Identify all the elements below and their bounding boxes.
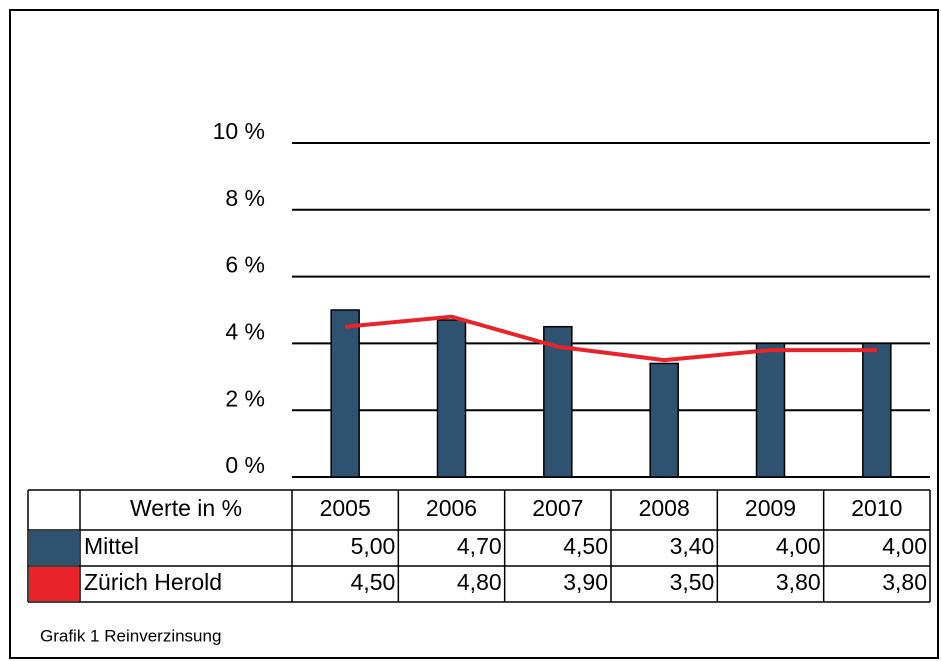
- x-tick-label: 2007: [532, 495, 583, 521]
- legend-label: Mittel: [84, 533, 139, 559]
- value-label: 4,70: [457, 533, 502, 559]
- legend-swatch: [29, 567, 79, 601]
- bar: [649, 362, 679, 478]
- x-tick-label: 2008: [639, 495, 690, 521]
- y-tick-label: 2 %: [225, 385, 265, 411]
- legend-label: Zürich Herold: [84, 569, 222, 595]
- y-tick-label: 4 %: [225, 318, 265, 344]
- value-label: 4,00: [882, 533, 927, 559]
- x-tick-label: 2010: [851, 495, 902, 521]
- bar: [543, 325, 573, 478]
- y-tick-label: 8 %: [225, 185, 265, 211]
- table-header: Werte in %: [130, 495, 242, 521]
- bar: [862, 342, 892, 478]
- legend-swatch: [29, 531, 79, 565]
- frame: [9, 9, 939, 659]
- value-label: 3,90: [563, 569, 608, 595]
- value-label: 4,00: [776, 533, 821, 559]
- value-label: 4,50: [563, 533, 608, 559]
- line: [344, 314, 877, 363]
- value-label: 4,50: [351, 569, 396, 595]
- value-label: 3,40: [670, 533, 715, 559]
- value-label: 3,50: [670, 569, 715, 595]
- caption: Grafik 1 Reinverzinsung: [40, 626, 221, 645]
- y-tick-label: 6 %: [225, 252, 265, 278]
- x-tick-label: 2005: [320, 495, 371, 521]
- x-tick-label: 2009: [745, 495, 796, 521]
- bar: [330, 309, 360, 478]
- bar: [755, 342, 786, 478]
- value-label: 3,80: [776, 569, 821, 595]
- y-tick-label: 0 %: [225, 452, 265, 478]
- value-label: 4,80: [457, 569, 502, 595]
- bar: [436, 319, 467, 478]
- value-label: 5,00: [351, 533, 396, 559]
- y-tick-label: 10 %: [213, 118, 265, 144]
- value-label: 3,80: [882, 569, 927, 595]
- x-tick-label: 2006: [426, 495, 477, 521]
